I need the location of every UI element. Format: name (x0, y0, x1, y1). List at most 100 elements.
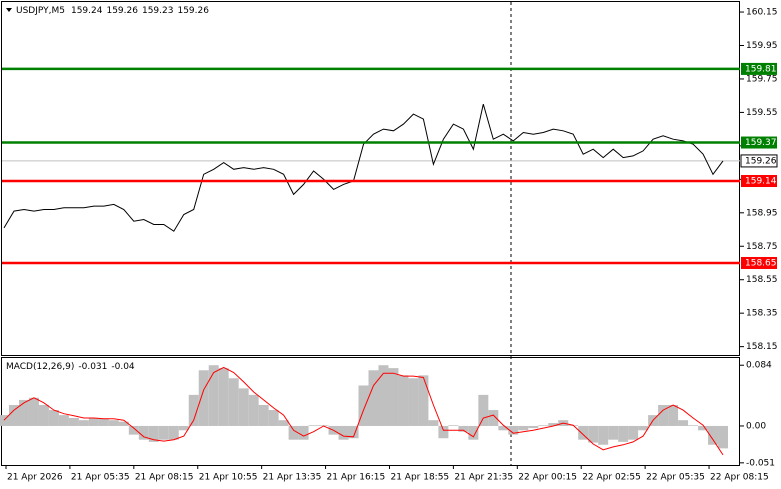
menu-icon (6, 8, 12, 12)
histogram-bar (488, 410, 499, 426)
histogram-bar (458, 425, 469, 432)
histogram-bar (468, 425, 479, 440)
macd-pane (1, 357, 740, 466)
histogram-bar (38, 404, 49, 426)
x-tick-label: 21 Apr 18:55 (390, 473, 449, 483)
histogram-bar (88, 418, 99, 426)
histogram-bar (718, 425, 729, 449)
price-line (3, 103, 724, 232)
histogram-bar (448, 425, 459, 426)
y-tick-label: -0.051 (746, 458, 775, 468)
histogram-bar (308, 425, 319, 426)
histogram-bar (238, 388, 249, 426)
histogram-bar (538, 425, 549, 426)
level-box (741, 175, 777, 188)
histogram-bar (138, 425, 149, 440)
histogram-bar (638, 425, 649, 431)
histogram-bar (158, 425, 169, 440)
x-tick-label: 22 Apr 08:15 (710, 473, 769, 483)
histogram-bar (668, 404, 679, 426)
histogram-bar (498, 425, 509, 431)
histogram-bar (228, 378, 239, 426)
histogram-bar (618, 425, 629, 442)
histogram-bar (708, 425, 719, 445)
histogram-bar (28, 397, 39, 426)
histogram-bar (8, 404, 19, 426)
histogram-bar (278, 420, 289, 426)
histogram-bar (118, 421, 129, 426)
signal-line (3, 366, 724, 456)
x-tick-label: 21 Apr 2026 (7, 473, 63, 483)
close: 159.26 (177, 6, 209, 16)
histogram-bar (438, 425, 449, 439)
level-label: 159.37 (745, 138, 777, 148)
macd-header: MACD(12,26,9) -0.031 -0.04 (6, 362, 135, 372)
histogram-bar (48, 410, 59, 426)
histogram-bar (388, 368, 399, 426)
histogram-bar (78, 420, 89, 426)
histogram-bar (218, 368, 229, 426)
x-tick-label: 21 Apr 08:15 (135, 473, 194, 483)
histogram-bar (0, 415, 9, 426)
last-price-label: 159.26 (745, 156, 777, 166)
histogram-bar (108, 420, 119, 426)
last-price-box (740, 154, 778, 168)
price-header: USDJPY,M5 159.24 159.26 159.23 159.26 (16, 6, 209, 16)
histogram-bar (418, 375, 429, 426)
histogram-bar (658, 404, 669, 426)
y-tick-label: 159.75 (746, 74, 778, 84)
histogram-bar (198, 370, 209, 426)
signal-value: -0.04 (111, 362, 135, 372)
histogram-bar (148, 425, 159, 442)
histogram-bar (168, 425, 179, 440)
level-label: 159.81 (745, 64, 777, 74)
x-tick-label: 21 Apr 05:35 (71, 473, 130, 483)
histogram-bar (548, 423, 559, 426)
macd-value: -0.031 (78, 362, 107, 372)
y-tick-label: 158.55 (746, 275, 778, 285)
histogram-bar (678, 420, 689, 426)
x-tick-label: 21 Apr 21:35 (454, 473, 513, 483)
level-box (741, 256, 777, 269)
histogram-bar (478, 394, 489, 426)
y-tick-label: 159.95 (746, 41, 778, 51)
level-box (741, 62, 777, 75)
y-tick-label: 160.15 (746, 8, 778, 18)
histogram-bar (98, 418, 109, 426)
y-tick-label: 158.35 (746, 309, 778, 319)
histogram-bar (68, 418, 79, 426)
x-tick-label: 22 Apr 02:55 (582, 473, 641, 483)
x-tick-label: 21 Apr 16:15 (327, 473, 386, 483)
histogram-bar (268, 410, 279, 426)
histogram-bar (188, 394, 199, 426)
histogram-bar (358, 385, 369, 426)
histogram-bar (688, 425, 699, 426)
histogram-bar (208, 365, 219, 426)
macd-title: MACD(12,26,9) (6, 362, 74, 372)
x-tick-label: 21 Apr 13:35 (263, 473, 322, 483)
histogram-bar (338, 425, 349, 440)
y-tick-label: 0.00 (746, 421, 766, 431)
histogram-bar (288, 425, 299, 440)
histogram-bar (598, 425, 609, 445)
histogram-bar (578, 425, 589, 440)
histogram-bar (128, 425, 139, 435)
x-tick-label: 22 Apr 05:35 (646, 473, 705, 483)
level-box (741, 136, 777, 149)
histogram-bar (258, 404, 269, 426)
price-pane (1, 1, 740, 356)
x-tick-label: 21 Apr 10:55 (199, 473, 258, 483)
histogram-bar (408, 378, 419, 426)
symbol: USDJPY,M5 (16, 6, 65, 16)
histogram-bar (518, 425, 529, 431)
x-tick-label: 22 Apr 00:15 (518, 473, 577, 483)
y-tick-label: 159.55 (746, 108, 778, 118)
histogram-bar (18, 399, 29, 426)
level-label: 158.65 (745, 258, 777, 268)
histogram-bar (378, 365, 389, 426)
histogram-bar (628, 425, 639, 440)
y-tick-label: 158.75 (746, 242, 778, 252)
histogram-bar (58, 415, 69, 426)
low: 159.23 (142, 6, 174, 16)
